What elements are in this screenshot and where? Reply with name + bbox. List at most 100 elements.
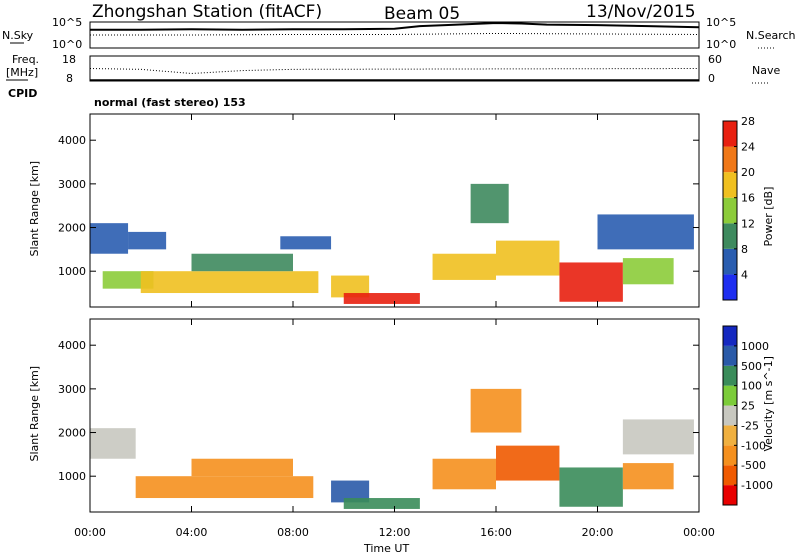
nsky-tick-top: 10^5 [52,16,82,29]
power-data-patch [191,253,293,272]
velocity-data-patch [622,419,694,455]
nave-label: Nave [752,64,780,77]
nsky-label: N.Sky [2,29,34,42]
power-data-patch [470,183,509,224]
velocity-colorbar-segment [723,485,737,505]
velocity-colorbar-tick-label: -25 [741,419,759,432]
velocity-y-tick-label: 4000 [58,339,86,352]
power-data-patch [559,262,623,302]
velocity-colorbar-segment [723,465,737,486]
power-colorbar-tick-label: 24 [741,141,755,154]
velocity-colorbar-tick-label: 1000 [741,340,769,353]
series-line-nave [89,68,700,75]
cpid-text: normal (fast stereo) 153 [94,96,246,109]
nave-tick-bottom: 0 [708,72,715,85]
power-colorbar-tick-label: 20 [741,166,755,179]
velocity-data-patch [331,480,370,503]
velocity-colorbar-segment [723,405,737,426]
nsearch-tick-top: 10^5 [706,16,736,29]
velocity-colorbar-label: Velocity [m s^-1] [762,356,775,451]
freq-panel-frame [89,55,700,82]
velocity-colorbar-tick-label: -100 [741,439,766,452]
velocity-colorbar-tick-label: 100 [741,380,762,393]
power-colorbar-segment [723,146,737,173]
power-colorbar-tick-label: 12 [741,217,755,230]
velocity-data-patch [432,458,496,490]
power-data-patch [128,231,167,250]
power-colorbar-tick-label: 28 [741,115,755,128]
cpid-label: CPID [8,87,37,100]
power-y-tick-label: 3000 [58,178,86,191]
power-data-patch [140,271,319,294]
power-data-patch [90,223,129,254]
power-colorbar-segment [723,248,737,275]
nsearch-label: N.Search [746,29,796,42]
power-data-patch [597,214,694,250]
power-panel: 1000 2000 3000 4000 Slant Range [km] 4 8 12 16 20… [28,113,775,308]
power-colorbar-label: Power [dB] [762,187,775,247]
freq-tick-top: 18 [62,53,76,66]
freq-label-1: Freq. [12,53,39,66]
x-tick-label: 04:00 [176,526,208,539]
x-tick-label: 00:00 [683,526,715,539]
series-line-nsearch [90,32,700,36]
power-y-tick-label: 2000 [58,222,86,235]
power-y-tick-label: 1000 [58,265,86,278]
power-colorbar-tick-label: 4 [741,268,748,281]
power-data-patch [280,236,332,250]
power-data-patch [331,275,370,298]
power-colorbar-segment [723,223,737,249]
x-tick-label: 00:00 [74,526,106,539]
power-colorbar-segment [723,197,737,224]
x-tick-label: 08:00 [277,526,309,539]
power-data-patch [343,293,420,304]
velocity-colorbar-segment [723,326,737,346]
velocity-data-patch [559,467,623,507]
velocity-y-tick-label: 2000 [58,427,86,440]
velocity-colorbar-segment [723,345,737,366]
velocity-y-axis-label: Slant Range [km] [28,366,41,462]
x-tick-labels: 00:00 04:00 08:00 12:00 16:00 20:00 00:00 [74,526,715,539]
power-colorbar-tick-label: 8 [741,243,748,256]
x-tick-label: 20:00 [582,526,614,539]
freq-tick-bottom: 8 [66,72,73,85]
power-colorbar-tick-label: 16 [741,192,755,205]
power-colorbar-segment [723,172,737,198]
velocity-colorbar-segment [723,445,737,466]
power-y-tick-label: 4000 [58,134,86,147]
power-colorbar-segment [723,274,737,300]
freq-label-2: [MHz] [6,66,38,79]
date-label: 13/Nov/2015 [586,2,696,22]
velocity-data-patch [622,463,674,490]
power-colorbar-segment [723,121,737,147]
x-tick-label: 12:00 [379,526,411,539]
velocity-colorbar-segment [723,425,737,446]
velocity-colorbar-tick-label: 500 [741,360,762,373]
velocity-colorbar-segment [723,365,737,386]
velocity-data-patch [470,388,522,433]
velocity-data-patch [191,458,293,477]
small-panel-series [89,22,700,81]
nsky-tick-bottom: 10^0 [52,38,82,51]
series-line-nsky [90,22,700,31]
velocity-colorbar-tick-label: 25 [741,400,755,413]
power-data-patch [496,240,560,276]
velocity-colorbar-segment [723,385,737,406]
velocity-data-patch [90,428,136,459]
power-data-patch [622,258,674,285]
velocity-y-tick-label: 3000 [58,383,86,396]
x-axis-label: Time UT [363,542,409,554]
velocity-colorbar-tick-label: -1000 [741,479,773,492]
power-y-axis-label: Slant Range [km] [28,161,41,257]
velocity-data-patch [343,498,420,509]
velocity-data-patch [135,476,314,499]
velocity-panel: 1000 2000 3000 4000 Slant Range [km] -1000 -50… [28,318,775,513]
nsearch-tick-bottom: 10^0 [706,38,736,51]
x-tick-label: 16:00 [480,526,512,539]
station-title: Zhongshan Station (fitACF) [92,2,322,22]
velocity-colorbar-frame [722,325,738,506]
power-colorbar-frame [722,120,738,301]
velocity-y-tick-label: 1000 [58,470,86,483]
velocity-data-patch [496,445,560,481]
